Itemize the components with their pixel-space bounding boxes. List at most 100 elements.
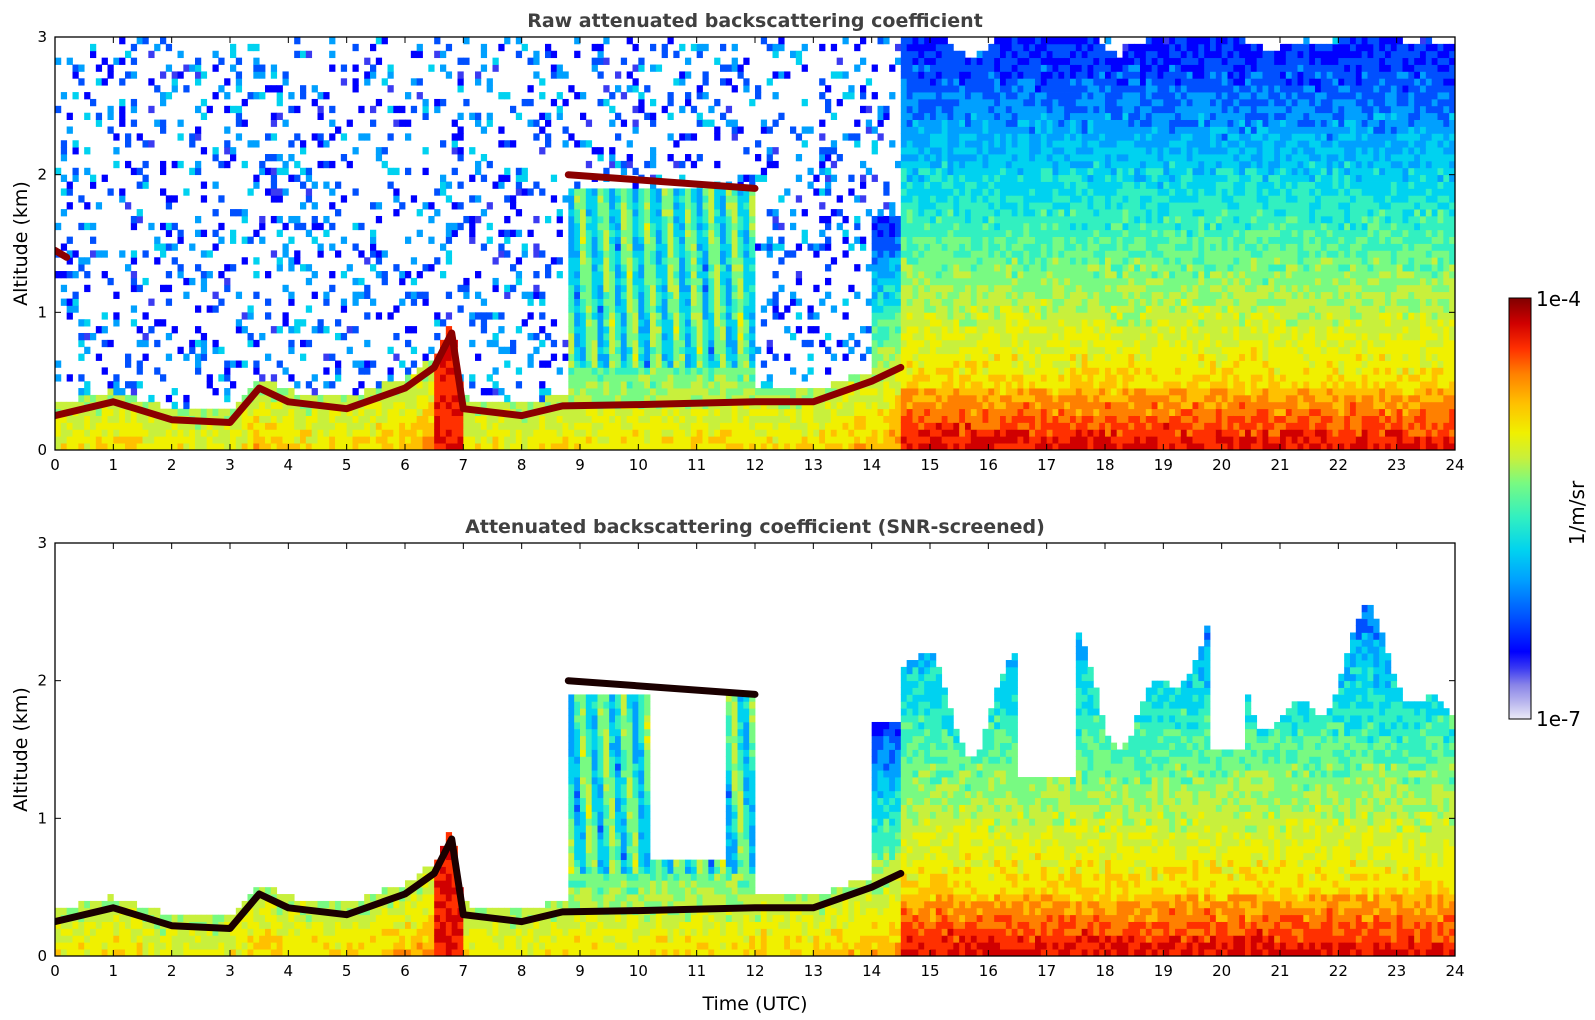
heatmap-cell — [457, 305, 464, 313]
heatmap-cell — [1023, 394, 1030, 403]
heatmap-cell — [854, 415, 861, 423]
heatmap-cell — [585, 291, 593, 299]
heatmap-cell — [119, 98, 126, 107]
heatmap-cell — [702, 92, 709, 100]
heatmap-cell — [550, 408, 558, 416]
heatmap-cell — [708, 284, 715, 293]
heatmap-cell — [556, 443, 563, 450]
heatmap-cell — [370, 401, 377, 410]
heatmap-cell — [772, 401, 779, 410]
heatmap-cell — [1011, 229, 1018, 238]
heatmap-cell — [650, 160, 657, 169]
heatmap-cell — [177, 160, 184, 169]
heatmap-cell — [1017, 422, 1024, 430]
heatmap-cell — [580, 195, 587, 203]
heatmap-cell — [661, 353, 668, 361]
heatmap-cell — [731, 339, 738, 348]
heatmap-cell — [696, 154, 703, 162]
heatmap-cell — [1005, 154, 1013, 162]
heatmap-cell — [778, 415, 785, 423]
heatmap-cell — [667, 408, 674, 416]
heatmap-cell — [685, 277, 692, 286]
heatmap-cell — [743, 85, 750, 93]
heatmap-cell — [906, 222, 913, 231]
heatmap-cell — [778, 243, 785, 251]
heatmap-cell — [585, 326, 593, 334]
heatmap-cell — [387, 105, 394, 114]
heatmap-cell — [95, 112, 103, 120]
heatmap-cell — [702, 284, 709, 293]
heatmap-cell — [772, 429, 779, 437]
heatmap-cell — [889, 401, 896, 410]
heatmap-cell — [906, 436, 913, 444]
heatmap-cell — [976, 215, 983, 224]
heatmap-cell — [883, 222, 890, 231]
heatmap-cell — [1000, 147, 1007, 155]
heatmap-cell — [988, 408, 995, 416]
heatmap-cell — [504, 394, 511, 403]
heatmap-cell — [994, 250, 1001, 258]
heatmap-cell — [883, 381, 890, 389]
heatmap-cell — [982, 147, 989, 155]
heatmap-cell — [300, 429, 307, 437]
heatmap-cell — [615, 85, 622, 93]
heatmap-cell — [434, 257, 441, 265]
heatmap-cell — [282, 188, 289, 196]
heatmap-cell — [959, 401, 966, 410]
heatmap-cell — [749, 429, 756, 437]
heatmap-cell — [918, 332, 925, 341]
heatmap-cell — [976, 339, 983, 348]
heatmap-cell — [434, 374, 441, 382]
heatmap-cell — [655, 222, 663, 231]
heatmap-cell — [428, 215, 435, 224]
heatmap-cell — [620, 202, 628, 210]
heatmap-cell — [545, 332, 552, 341]
heatmap-cell — [766, 236, 773, 244]
heatmap-cell — [982, 126, 989, 134]
heatmap-cell — [148, 422, 155, 430]
heatmap-cell — [871, 126, 878, 134]
heatmap-cell — [626, 140, 633, 148]
heatmap-cell — [883, 257, 890, 265]
heatmap-cell — [1017, 133, 1024, 141]
heatmap-cell — [381, 408, 388, 416]
heatmap-cell — [661, 277, 668, 286]
heatmap-cell — [434, 401, 441, 410]
heatmap-cell — [253, 394, 260, 403]
heatmap-cell — [580, 188, 587, 196]
heatmap-cell — [667, 443, 674, 450]
heatmap-cell — [609, 436, 616, 444]
heatmap-cell — [708, 374, 715, 382]
heatmap-cell — [253, 271, 260, 279]
heatmap-cell — [994, 401, 1001, 410]
heatmap-cell — [825, 154, 832, 162]
heatmap-cell — [650, 236, 657, 244]
heatmap-cell — [603, 229, 610, 238]
heatmap-cell — [906, 92, 913, 100]
heatmap-cell — [626, 298, 633, 306]
heatmap-cell — [574, 50, 581, 59]
heatmap-cell — [900, 98, 908, 107]
heatmap-cell — [603, 85, 610, 93]
heatmap-cell — [930, 353, 937, 361]
heatmap-cell — [708, 443, 715, 450]
heatmap-cell — [539, 78, 546, 86]
heatmap-cell — [323, 353, 330, 361]
heatmap-cell — [626, 339, 633, 348]
heatmap-cell — [953, 78, 960, 86]
heatmap-cell — [183, 422, 190, 430]
heatmap-cell — [760, 37, 768, 45]
heatmap-cell — [661, 422, 668, 430]
heatmap-cell — [720, 236, 727, 244]
heatmap-cell — [597, 394, 604, 403]
heatmap-cell — [918, 229, 925, 238]
heatmap-cell — [696, 229, 703, 238]
heatmap-cell — [930, 64, 937, 72]
heatmap-cell — [568, 319, 575, 327]
heatmap-cell — [655, 346, 663, 355]
heatmap-cell — [720, 64, 727, 72]
heatmap-cell — [900, 250, 908, 258]
heatmap-cell — [970, 381, 978, 389]
heatmap-cell — [900, 443, 908, 450]
heatmap-cell — [912, 229, 919, 238]
